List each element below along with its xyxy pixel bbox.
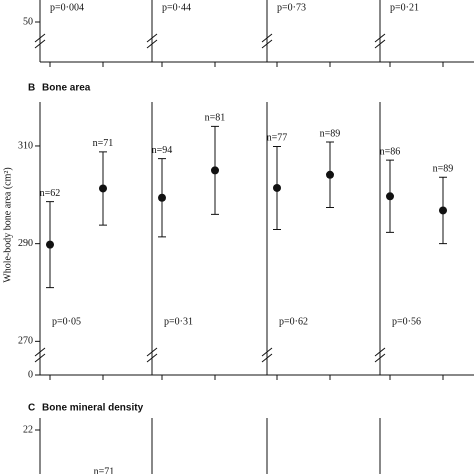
p-value: p=0·73 (277, 2, 306, 13)
point (386, 192, 394, 201)
panel-title: Bone area (42, 83, 91, 94)
axis-break (146, 33, 158, 49)
panel-title: Bone mineral density (42, 403, 144, 414)
n-label: n=94 (152, 145, 173, 156)
p-value: p=0·05 (52, 316, 81, 327)
p-value: p=0·21 (390, 2, 419, 13)
n-label: n=62 (40, 188, 61, 199)
axis-break (374, 33, 386, 49)
axis-break (146, 347, 158, 363)
axis-break (374, 347, 386, 363)
y-tick-label: 270 (18, 336, 33, 347)
y-tick-label: 22 (23, 424, 33, 435)
axis-break (34, 347, 46, 363)
p-value: p=0·004 (50, 2, 84, 13)
n-label: n=81 (205, 113, 226, 124)
point (326, 170, 334, 179)
axis-break (261, 347, 273, 363)
point (273, 183, 281, 192)
n-label: n=71 (94, 466, 115, 474)
point (99, 184, 107, 193)
y-tick-label: 0 (28, 369, 33, 380)
panel-label: C (28, 403, 35, 414)
n-label: n=86 (380, 146, 401, 157)
axis-break (34, 33, 46, 49)
y-tick-label: 50 (23, 16, 33, 27)
p-value: p=0·56 (392, 316, 421, 327)
p-value: p=0·62 (279, 316, 308, 327)
y-axis-label: Whole-body bone area (cm²) (2, 167, 13, 282)
y-tick-label: 290 (18, 238, 33, 249)
p-value: p=0·44 (162, 2, 191, 13)
point (211, 166, 219, 175)
n-label: n=71 (93, 138, 114, 149)
point (46, 240, 54, 249)
axis-break (261, 33, 273, 49)
p-value: p=0·31 (164, 316, 193, 327)
n-label: n=89 (433, 164, 454, 175)
n-label: n=89 (320, 128, 341, 139)
panel-label: B (28, 83, 35, 94)
point (439, 206, 447, 215)
n-label: n=77 (267, 133, 288, 144)
y-tick-label: 310 (18, 140, 33, 151)
point (158, 193, 166, 202)
